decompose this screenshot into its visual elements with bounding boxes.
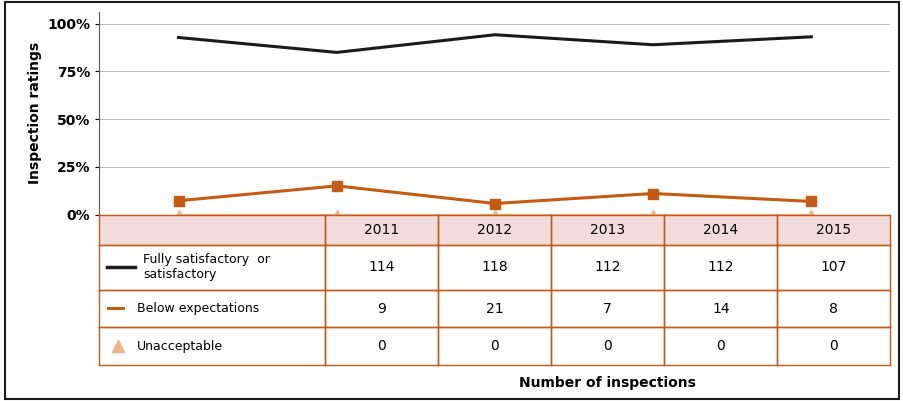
Text: 7: 7 — [602, 302, 611, 316]
Text: 9: 9 — [377, 302, 386, 316]
Text: Fully satisfactory  or
satisfactory: Fully satisfactory or satisfactory — [143, 253, 269, 282]
Text: Below expectations: Below expectations — [136, 302, 258, 315]
Bar — [437, 215, 551, 245]
Text: 2012: 2012 — [477, 223, 511, 237]
Text: 2013: 2013 — [590, 223, 625, 237]
Bar — [437, 245, 551, 290]
Bar — [664, 215, 777, 245]
Text: 0: 0 — [377, 339, 386, 353]
Bar — [664, 327, 777, 365]
Bar — [324, 215, 437, 245]
Bar — [551, 245, 664, 290]
Text: 2014: 2014 — [703, 223, 738, 237]
Bar — [437, 327, 551, 365]
Text: Number of inspections: Number of inspections — [518, 376, 695, 390]
Text: 114: 114 — [368, 260, 395, 274]
Bar — [107, 307, 125, 310]
Bar — [324, 290, 437, 327]
Text: 14: 14 — [712, 302, 729, 316]
Bar — [99, 245, 324, 290]
Bar — [664, 290, 777, 327]
Bar — [324, 327, 437, 365]
Text: 2015: 2015 — [815, 223, 851, 237]
Text: 112: 112 — [707, 260, 733, 274]
Bar — [99, 327, 324, 365]
Bar — [777, 327, 889, 365]
Text: Unacceptable: Unacceptable — [136, 340, 222, 352]
Bar — [99, 290, 324, 327]
Bar — [99, 215, 324, 245]
Text: 112: 112 — [594, 260, 620, 274]
Text: 107: 107 — [820, 260, 846, 274]
Text: 8: 8 — [829, 302, 837, 316]
Bar — [777, 245, 889, 290]
Bar — [664, 245, 777, 290]
Bar — [324, 245, 437, 290]
Bar — [551, 215, 664, 245]
Y-axis label: Inspection ratings: Inspection ratings — [28, 43, 42, 184]
Bar — [437, 290, 551, 327]
Text: 0: 0 — [489, 339, 498, 353]
Text: 0: 0 — [715, 339, 724, 353]
Text: 118: 118 — [480, 260, 507, 274]
Bar — [551, 290, 664, 327]
Bar — [551, 327, 664, 365]
Bar — [777, 215, 889, 245]
Text: 0: 0 — [602, 339, 611, 353]
Bar — [777, 290, 889, 327]
Text: 21: 21 — [485, 302, 503, 316]
Text: 2011: 2011 — [363, 223, 398, 237]
Text: 0: 0 — [829, 339, 837, 353]
